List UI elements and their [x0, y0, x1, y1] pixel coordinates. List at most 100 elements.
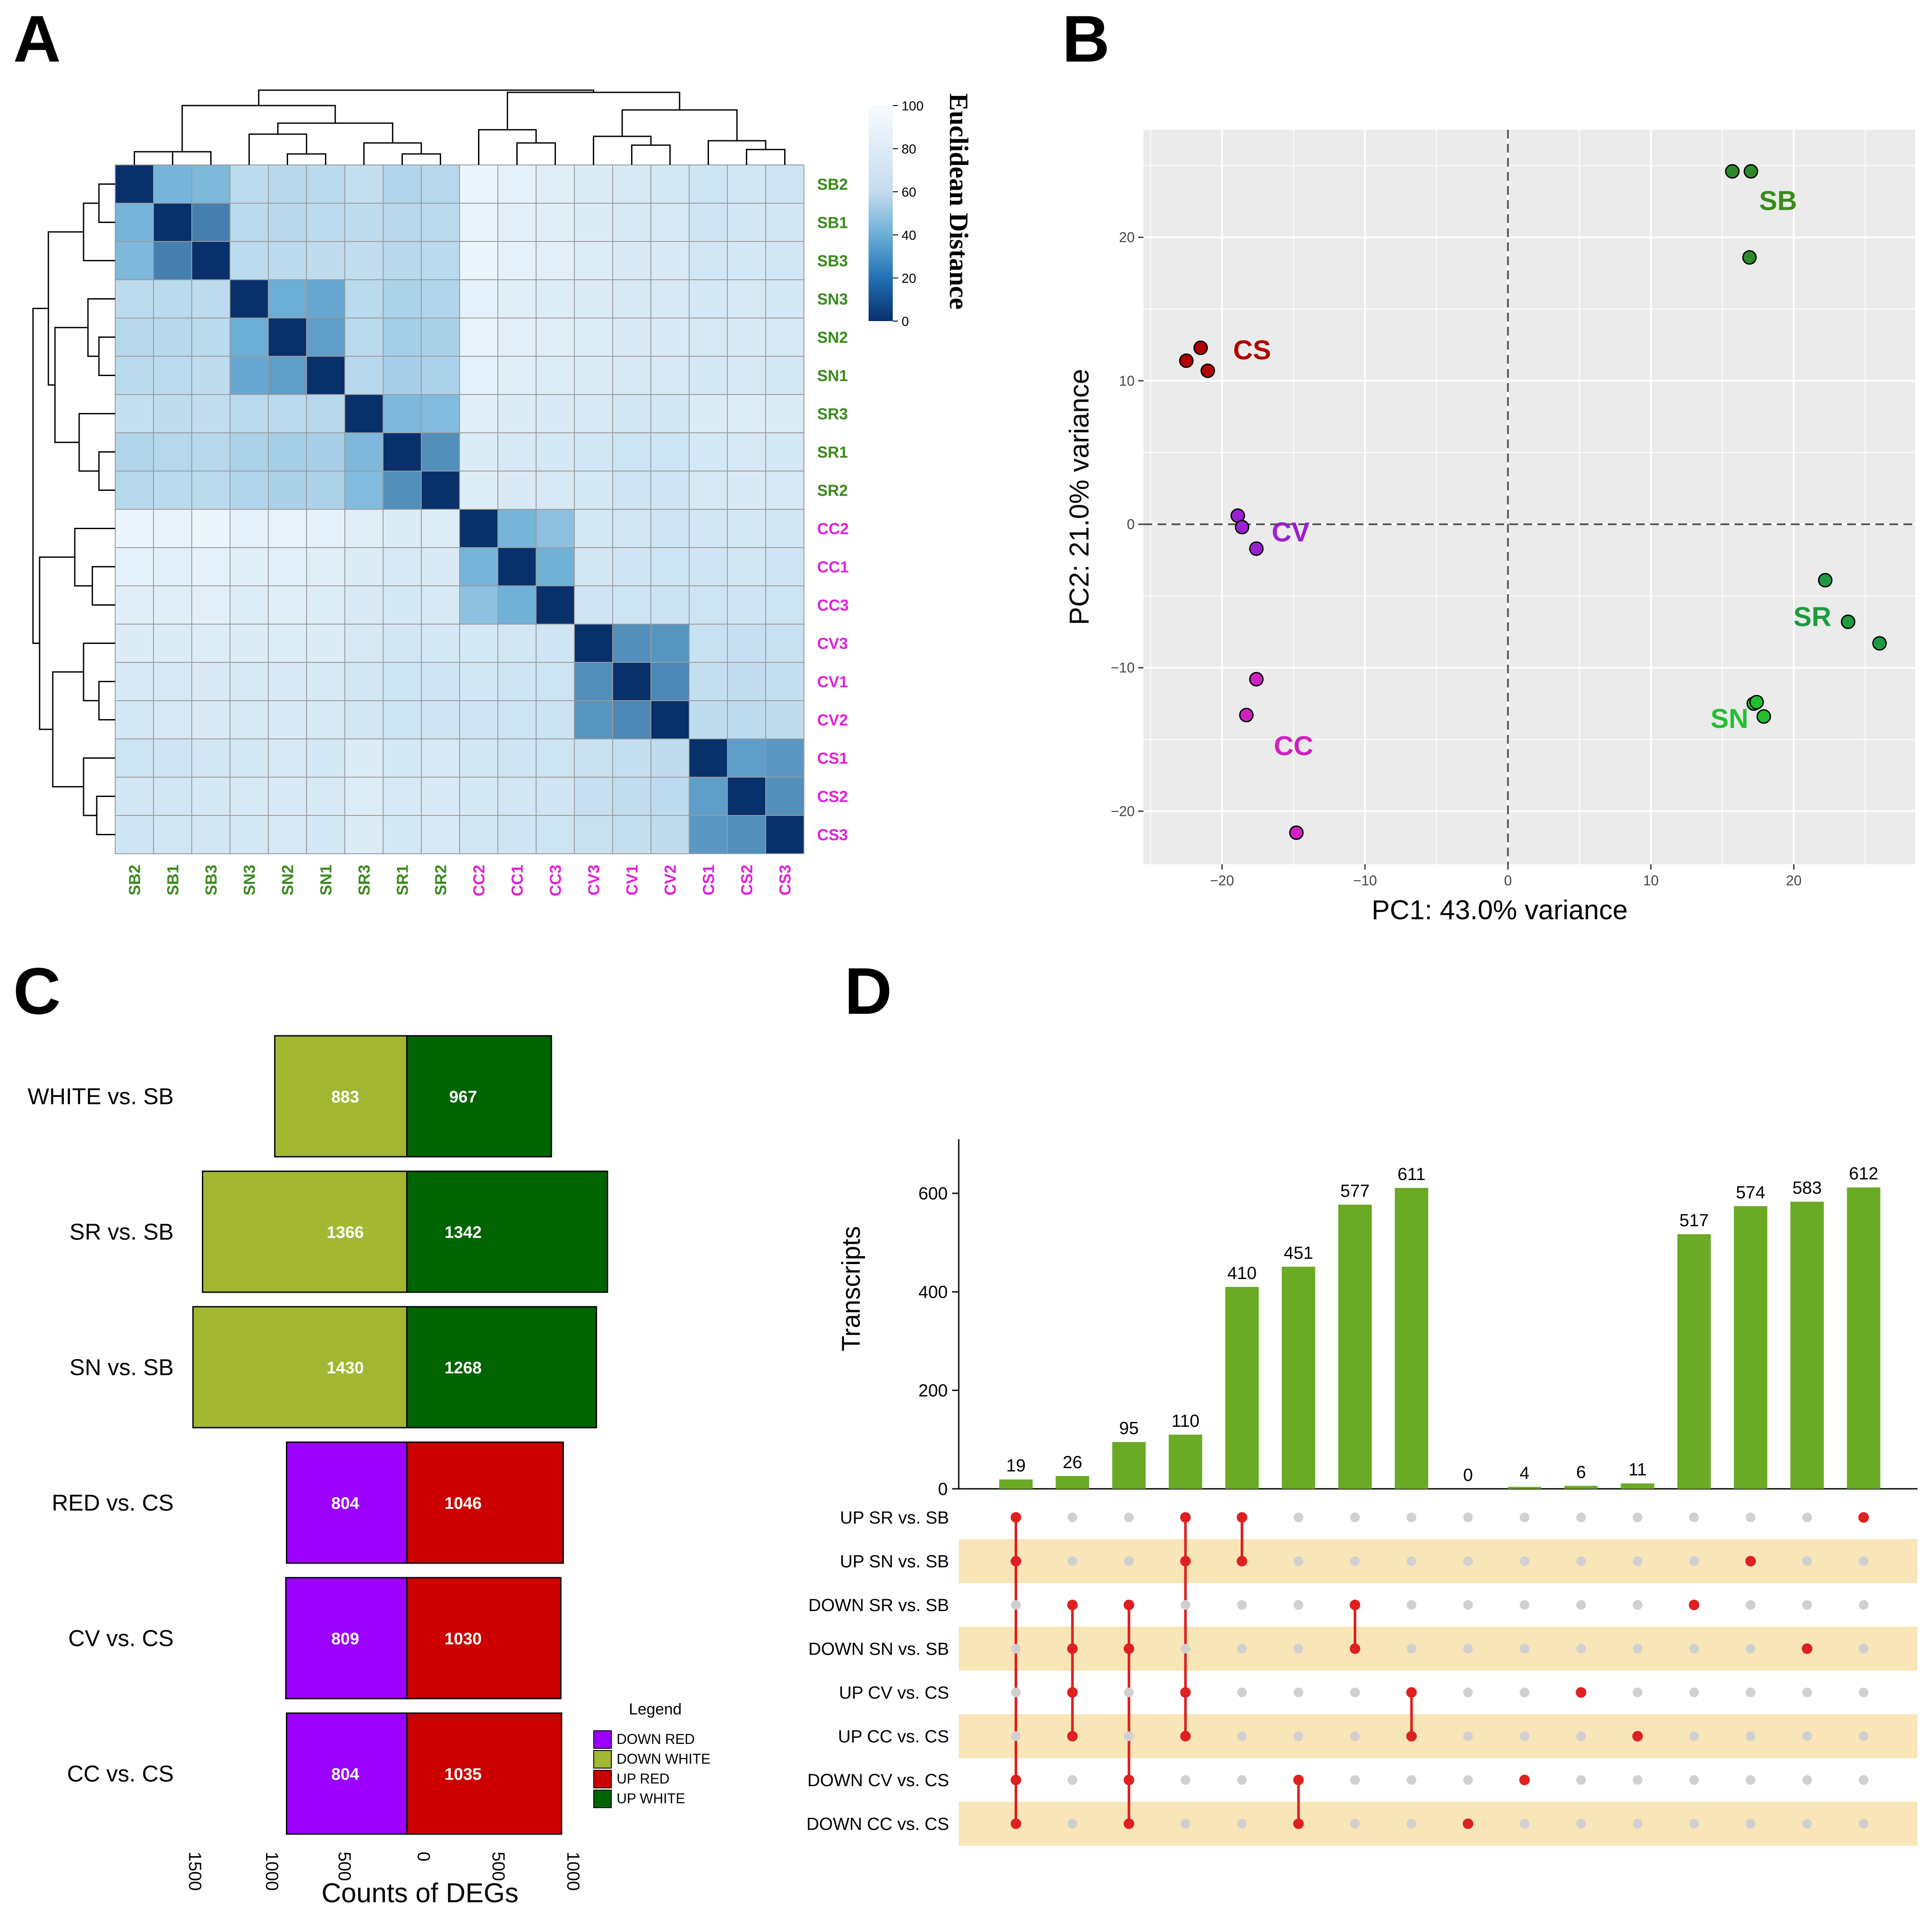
heatmap-cell — [650, 624, 690, 663]
heatmap-cell — [727, 738, 766, 778]
membership-dot-inactive — [1859, 1556, 1869, 1566]
row-label: SN3 — [817, 290, 848, 308]
heatmap-cell — [650, 356, 690, 395]
down-bar — [286, 1441, 408, 1564]
category-label: WHITE vs. SB — [28, 1084, 174, 1110]
legend-swatch — [593, 1770, 612, 1788]
heatmap-cell — [153, 777, 192, 816]
heatmap-cell — [574, 203, 613, 242]
membership-dot-inactive — [1406, 1775, 1417, 1785]
row-label: SB2 — [817, 175, 848, 194]
heatmap-cell — [459, 662, 498, 701]
data-point — [1239, 708, 1254, 723]
membership-dot-inactive — [1237, 1731, 1247, 1741]
heatmap-cell — [306, 585, 345, 625]
heatmap-cell — [268, 738, 307, 778]
set-label: UP SN vs. SB — [840, 1552, 949, 1571]
heatmap-cell — [153, 203, 192, 242]
heatmap-cell — [268, 203, 307, 242]
color-scale-tick-label: 80 — [902, 142, 916, 157]
membership-dot-inactive — [1293, 1513, 1304, 1522]
x-tick-label: 1000 — [563, 1852, 583, 1891]
heatmap-cell — [268, 279, 307, 318]
heatmap-cell — [727, 279, 766, 318]
stripe — [959, 1539, 1917, 1583]
legend-swatch — [593, 1750, 612, 1769]
membership-dot-active — [1237, 1512, 1247, 1523]
heatmap-cell — [344, 356, 383, 395]
membership-dot-inactive — [1406, 1819, 1417, 1829]
heatmap-cell — [689, 432, 728, 471]
heatmap-cell — [612, 700, 651, 739]
heatmap-cell — [727, 777, 766, 816]
color-scale-tick-label: 40 — [902, 228, 916, 243]
heatmap-cell — [612, 585, 651, 625]
intersection-bar — [1225, 1286, 1259, 1489]
heatmap-cell — [421, 279, 460, 318]
membership-dot-active — [1124, 1600, 1134, 1610]
column-label: CC1 — [508, 865, 526, 896]
down-bar — [274, 1035, 408, 1158]
heatmap-cell — [115, 662, 154, 701]
heatmap-cell — [230, 318, 269, 357]
heatmap-cell — [727, 624, 766, 663]
heatmap-cell — [383, 318, 422, 357]
heatmap-cell — [191, 777, 230, 816]
heatmap-cell — [306, 700, 345, 739]
heatmap-cell — [191, 203, 230, 242]
heatmap-cell — [191, 624, 230, 663]
intersection-bar — [1564, 1486, 1598, 1489]
heatmap-cell — [153, 279, 192, 318]
heatmap-cell — [421, 318, 460, 357]
heatmap-cell — [612, 777, 651, 816]
bar-value-label: 574 — [1736, 1183, 1765, 1202]
heatmap-cell — [536, 241, 575, 280]
heatmap-cell — [115, 203, 154, 242]
heatmap-cell — [574, 624, 613, 663]
heatmap-cell — [306, 356, 345, 395]
heatmap-cell — [421, 394, 460, 433]
heatmap-cell — [191, 241, 230, 280]
y-tick-label: 20 — [1119, 230, 1135, 245]
deg-legend: Legend DOWN RED DOWN WHITE UP RED UP WHITE — [593, 1700, 710, 1808]
heatmap-cell — [421, 356, 460, 395]
membership-dot-active — [1124, 1643, 1134, 1654]
y-tick-label: 400 — [918, 1283, 948, 1302]
membership-dot-active — [1180, 1731, 1191, 1742]
color-scale-title: Euclidean Distance — [944, 93, 973, 310]
heatmap-cell — [421, 624, 460, 663]
heatmap-cell — [344, 700, 383, 739]
column-label: CC2 — [470, 865, 488, 896]
x-axis-title: Counts of DEGs — [321, 1878, 519, 1908]
membership-dot-inactive — [1067, 1556, 1077, 1566]
up-bar — [406, 1712, 562, 1835]
heatmap-cell — [612, 662, 651, 701]
intersection-bar — [1790, 1202, 1824, 1489]
membership-dot-active — [1406, 1687, 1417, 1698]
membership-dot-inactive — [1011, 1600, 1021, 1610]
heatmap-cell — [191, 509, 230, 548]
heatmap-cell — [383, 662, 422, 701]
bar-value-label: 26 — [1063, 1453, 1082, 1472]
column-label: CV2 — [661, 865, 679, 895]
heatmap-cell — [191, 394, 230, 433]
heatmap-row-labels: SB2 SB1 SB3 SN3 SN2 SN1 SR3 SR1 SR2 CC2 CC1 CC3 CV3 C… — [817, 175, 849, 844]
heatmap-cell — [497, 318, 537, 357]
membership-dot-inactive — [1802, 1819, 1812, 1829]
membership-dot-inactive — [1463, 1556, 1473, 1566]
heatmap-cell — [459, 279, 498, 318]
heatmap-cell — [115, 471, 154, 510]
membership-dot-inactive — [1576, 1513, 1586, 1522]
column-label: SR1 — [394, 865, 412, 895]
bar-value-label: 6 — [1576, 1462, 1586, 1482]
deg-bars: 883 967 WHITE vs. SB 1366 1342 SR vs. SB 1430 1… — [28, 1035, 608, 1835]
heatmap-cell — [727, 547, 766, 586]
heatmap-cell — [191, 547, 230, 586]
heatmap-cell — [153, 700, 192, 739]
membership-dot-inactive — [1463, 1688, 1473, 1697]
row-label: CS3 — [817, 826, 848, 844]
heatmap-cell — [650, 700, 690, 739]
heatmap-cell — [191, 318, 230, 357]
x-tick-label: 10 — [1643, 873, 1659, 888]
